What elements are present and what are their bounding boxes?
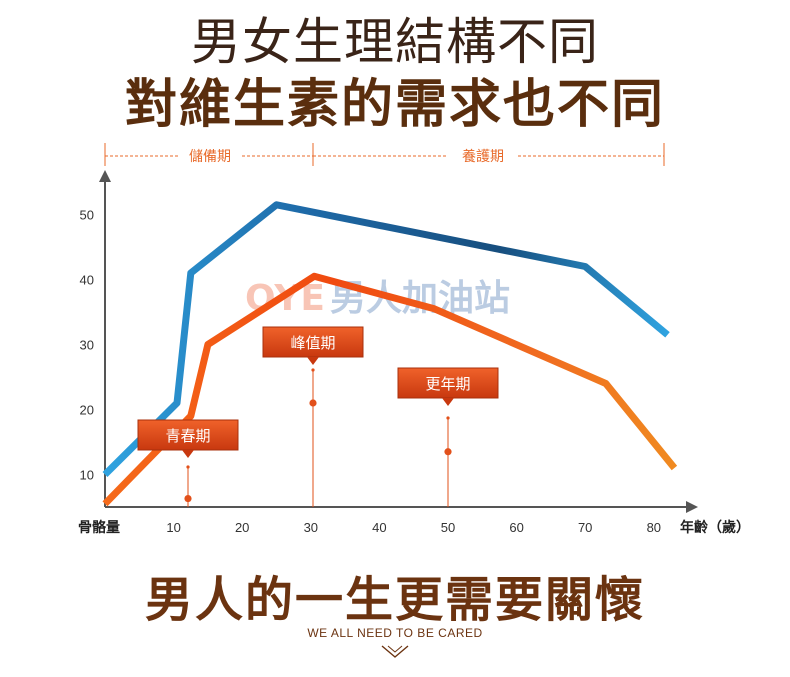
callout-stem-tip: [186, 465, 190, 469]
axes: 10 20 30 40 50 10 20 30 40 50 60 70 80 骨骼量 年齡（歲）: [78, 170, 750, 536]
x-tick-label: 70: [578, 520, 592, 535]
x-tick-label: 80: [647, 520, 661, 535]
footer-subtitle: WE ALL NEED TO BE CARED: [307, 626, 483, 640]
callout-label: 峰值期: [290, 334, 335, 352]
y-axis-title: 骨骼量: [78, 519, 120, 536]
callout-stem-tip: [446, 416, 450, 420]
title-line-2: 對維生素的需求也不同: [124, 75, 665, 135]
callout-label: 青春期: [165, 427, 210, 445]
y-tick-label: 50: [80, 208, 94, 223]
y-tick-label: 20: [80, 403, 94, 418]
y-tick-label: 10: [80, 468, 94, 483]
annotation-point: [184, 494, 192, 503]
x-tick-label: 50: [441, 520, 455, 535]
callout-label: 更年期: [425, 375, 470, 393]
watermark-text: 男人加油站: [330, 278, 510, 319]
x-axis-arrow: [686, 501, 698, 513]
footer-title: 男人的一生更需要關懷: [144, 572, 645, 628]
x-tick-label: 60: [509, 520, 523, 535]
y-axis-arrow: [99, 170, 111, 182]
y-tick-labels: 10 20 30 40 50: [80, 208, 94, 483]
callout-stem-tip: [311, 368, 315, 372]
chevron-down-icon: [381, 645, 409, 658]
annotation-callout: 青春期: [137, 419, 239, 507]
annotation-point: [444, 448, 452, 456]
y-tick-label: 40: [80, 273, 94, 288]
series-line-orange: [102, 272, 678, 507]
callout-pointer: [182, 450, 194, 458]
callout-box: [137, 419, 239, 451]
x-axis-title: 年齡（歲）: [680, 519, 750, 536]
title-line-1: 男女生理結構不同: [191, 13, 599, 71]
callout-pointer: [307, 357, 319, 365]
phase-label-maintain: 養護期: [462, 148, 504, 165]
x-tick-labels: 10 20 30 40 50 60 70 80: [166, 520, 661, 535]
annotation-callout: 峰值期: [262, 326, 364, 507]
annotation-point: [309, 399, 317, 407]
phase-label-reserve: 儲備期: [189, 149, 231, 165]
x-tick-label: 40: [372, 520, 386, 535]
y-tick-label: 30: [80, 338, 94, 353]
x-tick-label: 10: [166, 520, 180, 535]
x-tick-label: 20: [235, 520, 249, 535]
callout-box: [397, 367, 499, 399]
callout-pointer: [442, 398, 454, 406]
phase-bracket: 儲備期 養護期: [104, 143, 665, 166]
series-line-blue: [102, 201, 670, 477]
annotation-callout: 更年期: [397, 367, 499, 507]
x-tick-label: 30: [304, 520, 318, 535]
